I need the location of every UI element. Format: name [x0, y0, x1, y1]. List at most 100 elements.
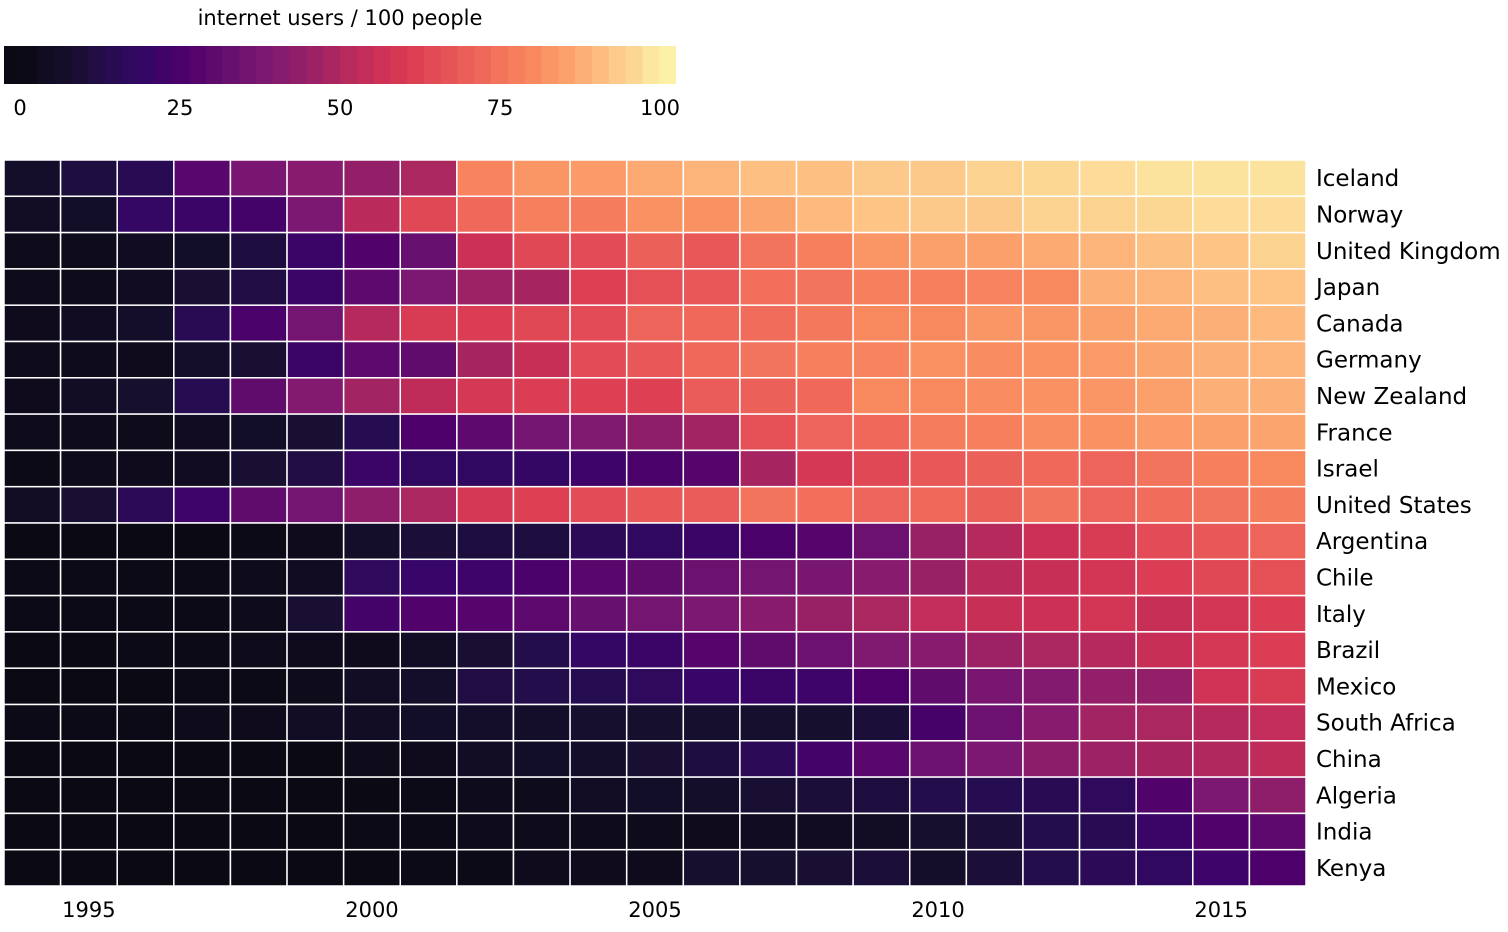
heatmap-cell	[286, 703, 345, 742]
heatmap-cell	[286, 377, 345, 415]
heatmap-cell	[852, 231, 911, 270]
colorbar-tick-label: 50	[326, 96, 354, 120]
colorbar-step	[205, 46, 223, 84]
heatmap-cell	[965, 703, 1024, 742]
colorbar-step	[88, 46, 106, 84]
heatmap-cell	[399, 268, 458, 306]
heatmap-cell	[229, 776, 288, 815]
heatmap-cell	[1248, 413, 1307, 452]
colorbar-step	[222, 46, 240, 84]
heatmap-cell	[965, 485, 1024, 524]
heatmap-cell	[342, 667, 402, 706]
colorbar-tick-label: 25	[166, 96, 194, 120]
heatmap-cell	[173, 449, 232, 488]
heatmap-cell	[795, 268, 854, 306]
heatmap-cell	[59, 848, 118, 887]
heatmap-cell	[286, 667, 345, 706]
heatmap-cell	[625, 268, 685, 306]
heatmap-cell	[739, 485, 798, 524]
heatmap-cell	[625, 340, 685, 379]
heatmap-cell	[3, 413, 62, 452]
colorbar-step	[289, 46, 307, 84]
heatmap-cell	[965, 449, 1024, 488]
colorbar-step	[188, 46, 207, 84]
heatmap-cell	[1248, 340, 1307, 379]
heatmap-cell	[682, 740, 741, 778]
heatmap-cell	[682, 776, 741, 815]
heatmap-cell	[852, 268, 911, 306]
row-label: Canada	[1316, 311, 1404, 337]
heatmap-cell	[116, 304, 175, 343]
heatmap-cell	[342, 268, 402, 306]
row-label: Mexico	[1316, 674, 1396, 700]
heatmap-cell	[399, 485, 458, 524]
heatmap-cell	[512, 776, 571, 815]
heatmap-cell	[569, 631, 628, 669]
heatmap-cell	[456, 703, 515, 742]
heatmap-cell	[1248, 377, 1307, 415]
heatmap-cell	[173, 304, 232, 343]
colorbar-step	[424, 46, 442, 84]
heatmap-cell	[173, 159, 232, 198]
colorbar-step	[104, 46, 123, 84]
colorbar-step	[272, 46, 291, 84]
heatmap-cell	[795, 594, 854, 633]
heatmap-cell	[739, 195, 798, 234]
heatmap-cell	[1022, 667, 1081, 706]
heatmap-cell	[569, 812, 628, 851]
heatmap-cell	[1135, 377, 1194, 415]
heatmap-cell	[1078, 231, 1137, 270]
heatmap-cell	[1135, 413, 1194, 452]
heatmap-cell	[1135, 304, 1194, 343]
heatmap-cell	[682, 485, 741, 524]
row-label: Algeria	[1316, 783, 1397, 809]
heatmap-cell	[852, 413, 911, 452]
heatmap-cell	[59, 231, 118, 270]
heatmap-cell	[3, 449, 62, 488]
heatmap-cell	[1248, 594, 1307, 633]
heatmap-cell	[399, 667, 458, 706]
heatmap-cell	[795, 740, 854, 778]
heatmap-cell	[569, 195, 628, 234]
heatmap-cell	[286, 522, 345, 561]
heatmap-cell	[59, 159, 118, 198]
row-labels: Iceland Norway United Kingdom Japan Canada Ge…	[1314, 166, 1501, 882]
heatmap-cell	[286, 485, 345, 524]
heatmap-cell	[399, 703, 458, 742]
heatmap-cell	[1022, 377, 1081, 415]
heatmap-cell	[342, 449, 402, 488]
heatmap-cell	[456, 449, 515, 488]
heatmap-cell	[1022, 268, 1081, 306]
heatmap-cell	[512, 631, 571, 669]
heatmap-cell	[1192, 776, 1251, 815]
heatmap-cell	[3, 304, 62, 343]
heatmap-cell	[116, 848, 175, 887]
heatmap-cell	[1192, 631, 1251, 669]
row-label: New Zealand	[1316, 384, 1467, 410]
heatmap-cell	[399, 377, 458, 415]
heatmap-cell	[512, 377, 571, 415]
heatmap-cell	[795, 159, 854, 198]
heatmap-cell	[286, 812, 345, 851]
heatmap-cell	[739, 558, 798, 597]
heatmap-cell	[1135, 594, 1194, 633]
heatmap-cell	[342, 594, 402, 633]
heatmap-cell	[229, 740, 288, 778]
row-label: Brazil	[1316, 638, 1380, 664]
heatmap-cell	[795, 848, 854, 887]
colorbar-step	[20, 46, 39, 84]
colorbar-step	[491, 46, 509, 84]
heatmap-cell	[59, 776, 118, 815]
heatmap-cell	[795, 340, 854, 379]
heatmap-cell	[852, 377, 911, 415]
colorbar-step	[541, 46, 559, 84]
colorbar-step	[390, 46, 408, 84]
heatmap-cell	[342, 304, 402, 343]
heatmap-cell	[908, 631, 968, 669]
heatmap-cell	[229, 631, 288, 669]
heatmap-cell	[512, 231, 571, 270]
heatmap-cell	[399, 449, 458, 488]
heatmap-cell	[625, 776, 685, 815]
heatmap-cell	[399, 631, 458, 669]
